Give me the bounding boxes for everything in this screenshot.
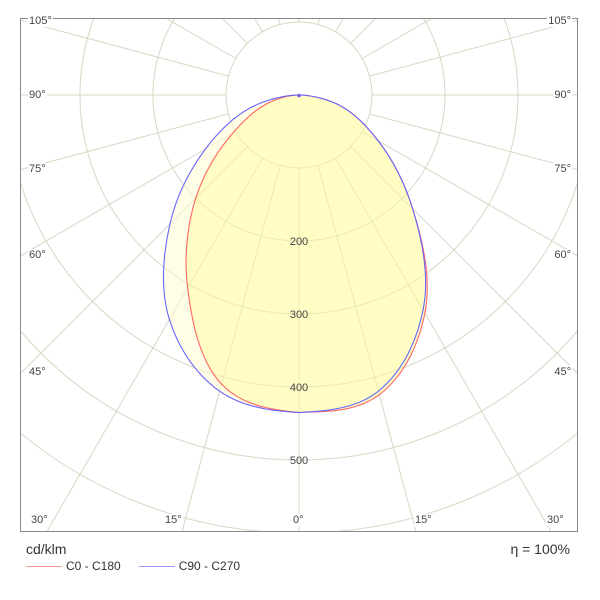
angle-label-left: 45° — [28, 366, 47, 378]
efficiency-label: η = 100% — [510, 541, 570, 557]
angle-label-right: 90° — [553, 89, 572, 101]
angle-label-left: 30° — [30, 514, 49, 526]
angle-label-right: 60° — [553, 248, 572, 261]
legend-label: C0 - C180 — [66, 559, 121, 573]
radial-tick-label: 200 — [289, 235, 309, 248]
angle-label-left: 75° — [28, 163, 47, 176]
angle-label-left: 105° — [28, 14, 53, 27]
angle-label-left: 90° — [28, 89, 47, 101]
angle-label-left: 60° — [28, 248, 47, 261]
legend-swatch-blue — [138, 565, 175, 567]
intensity-curves — [163, 95, 428, 413]
curve-c90-c270 — [162, 94, 427, 414]
radial-tick-label: 500 — [289, 454, 309, 467]
legend-item-c90-c270: C90 - C270 — [138, 559, 241, 573]
legend-label: C90 - C270 — [178, 559, 241, 573]
angle-label-right: 45° — [553, 366, 572, 378]
unit-label: cd/klm — [26, 541, 67, 557]
angle-label-right: 105° — [547, 14, 572, 27]
legend: C0 - C180 C90 - C270 — [26, 559, 258, 573]
angle-label-right: 30° — [546, 514, 565, 526]
angle-label-left: 15° — [164, 514, 183, 526]
legend-item-c0-c180: C0 - C180 — [26, 559, 121, 573]
radial-tick-label: 300 — [289, 308, 309, 321]
angle-label-bottom: 0° — [292, 514, 305, 526]
angle-label-right: 75° — [553, 163, 572, 176]
radial-tick-label: 400 — [289, 381, 309, 394]
angle-label-right: 15° — [414, 514, 433, 526]
legend-swatch-red — [26, 565, 62, 567]
